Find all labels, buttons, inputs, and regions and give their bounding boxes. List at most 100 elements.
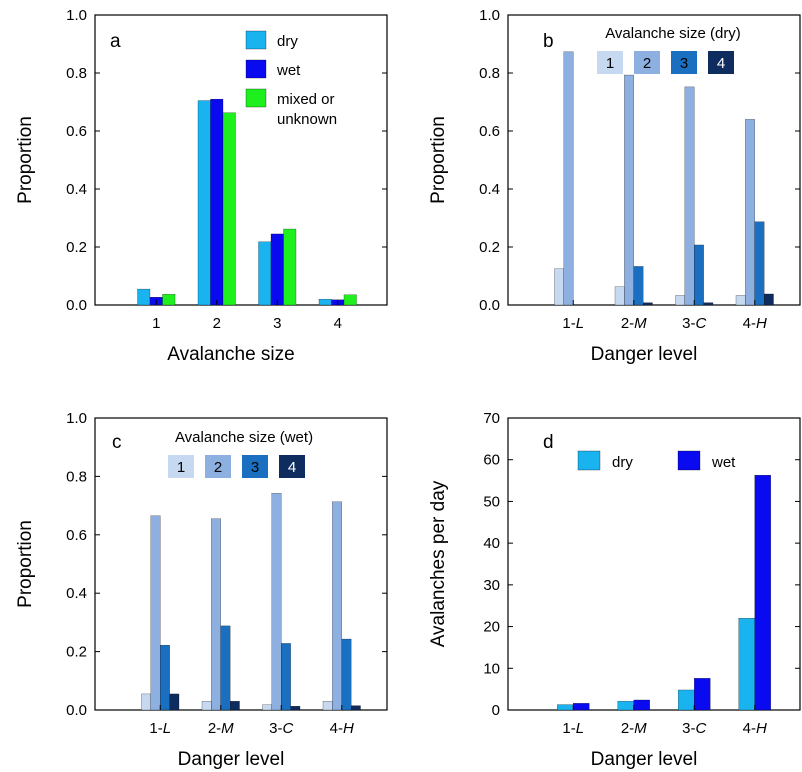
bar: [745, 119, 755, 306]
bar: [341, 638, 352, 711]
y-tick-label: 50: [483, 493, 500, 510]
bar: [554, 268, 564, 306]
bar: [160, 645, 170, 711]
y-tick-label: 0.0: [66, 297, 87, 314]
x-tick-label: 1-L: [149, 720, 171, 737]
y-tick-label: 0.6: [66, 527, 87, 544]
bar: [643, 302, 653, 306]
legend-title: Avalanche size (wet): [175, 429, 313, 446]
bar: [283, 228, 297, 306]
bar: [150, 515, 161, 711]
y-tick-label: 1.0: [479, 7, 500, 24]
x-tick-label: 1-L: [562, 315, 584, 332]
bar: [197, 100, 211, 306]
plot-frame: [507, 417, 801, 711]
bar: [211, 518, 221, 711]
x-tick-label: 3-C: [682, 315, 706, 332]
panel-letter: d: [543, 432, 554, 453]
bar: [614, 286, 625, 306]
bar: [754, 475, 771, 711]
bar: [270, 233, 284, 306]
legend-swatch: [577, 450, 601, 471]
plot-frame: [94, 14, 388, 306]
y-tick-label: 0.0: [66, 702, 87, 719]
bar: [694, 678, 711, 711]
bar: [271, 493, 282, 711]
bar: [169, 693, 180, 711]
x-tick-label: 4-H: [330, 720, 354, 737]
y-tick-label: 0.6: [479, 123, 500, 140]
plot-frame: [94, 417, 388, 711]
bar: [220, 625, 231, 711]
bar: [754, 221, 765, 306]
legend-label: 1: [606, 55, 614, 72]
bar: [735, 295, 746, 306]
y-tick-label: 20: [483, 619, 500, 636]
y-tick-label: 40: [483, 535, 500, 552]
y-tick-label: 0: [492, 702, 500, 719]
legend-label: mixed or unknown: [277, 91, 337, 128]
x-tick-label: 4-H: [743, 315, 767, 332]
legend-label: 2: [643, 55, 651, 72]
legend-swatch: [245, 30, 267, 50]
bar: [684, 86, 695, 306]
y-tick-label: 1.0: [66, 410, 87, 427]
bar: [141, 693, 151, 711]
x-tick-label: 2-M: [208, 720, 234, 737]
legend-label: 3: [251, 459, 259, 476]
y-axis-label: Proportion: [15, 116, 36, 204]
x-tick-label: 2-M: [621, 315, 647, 332]
bar: [557, 704, 574, 711]
y-tick-label: 0.2: [66, 644, 87, 661]
legend-label: 1: [177, 459, 185, 476]
legend-swatch: [205, 455, 231, 478]
x-axis-label: Danger level: [591, 344, 698, 365]
legend-label: dry: [612, 454, 633, 471]
y-tick-label: 0.4: [479, 181, 500, 198]
legend-label: dry: [277, 33, 298, 50]
bar: [738, 618, 755, 711]
y-tick-label: 0.4: [66, 585, 87, 602]
y-tick-label: 10: [483, 660, 500, 677]
x-tick-label: 2-M: [621, 720, 647, 737]
x-axis-label: Danger level: [178, 749, 285, 770]
y-tick-label: 0.8: [66, 468, 87, 485]
bar: [678, 689, 695, 711]
bar: [573, 703, 590, 711]
y-tick-label: 0.6: [66, 123, 87, 140]
y-tick-label: 0.8: [66, 65, 87, 82]
x-axis-label: Danger level: [591, 749, 698, 770]
bar: [694, 244, 704, 306]
plot-frame: [507, 14, 801, 306]
y-tick-label: 0.8: [479, 65, 500, 82]
bar: [764, 293, 774, 306]
legend-label: 2: [214, 459, 222, 476]
legend-label: 4: [288, 459, 296, 476]
legend-swatch: [708, 51, 734, 74]
legend-label: 4: [717, 55, 725, 72]
bar: [703, 302, 714, 306]
y-tick-label: 0.4: [66, 181, 87, 198]
x-tick-label: 4-H: [743, 720, 767, 737]
bar: [617, 701, 634, 711]
legend-label: wet: [276, 62, 301, 79]
y-axis-label: Avalanches per day: [428, 480, 449, 647]
bar: [258, 241, 272, 306]
bar: [624, 74, 634, 306]
legend-swatch: [279, 455, 305, 478]
panel-d: 0 10 20 30 40 50 60 70 Avalanches per day 1-L 2-M 3…: [428, 410, 801, 770]
y-tick-label: 0.0: [479, 297, 500, 314]
bar: [633, 699, 650, 711]
y-axis-label: Proportion: [428, 116, 449, 204]
panel-letter: b: [543, 31, 554, 52]
legend-swatch: [671, 51, 697, 74]
x-tick-label: 4: [334, 315, 342, 332]
legend-swatch: [245, 88, 267, 108]
y-tick-label: 60: [483, 452, 500, 469]
bar: [633, 266, 644, 306]
bar: [201, 701, 212, 711]
y-tick-label: 1.0: [66, 7, 87, 24]
bar: [290, 706, 301, 711]
legend-swatch: [242, 455, 268, 478]
